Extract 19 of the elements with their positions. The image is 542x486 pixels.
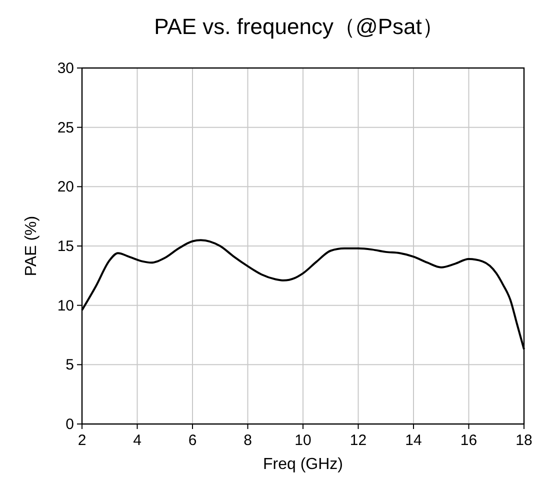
y-tick-label: 10 (57, 297, 74, 314)
x-tick-label: 16 (460, 432, 478, 449)
y-tick-label: 0 (66, 416, 74, 433)
y-tick-label: 15 (57, 238, 74, 255)
x-tick-label: 8 (244, 432, 252, 449)
y-tick-label: 25 (57, 119, 74, 136)
x-axis-title: Freq (GHz) (263, 456, 343, 473)
x-tick-label: 18 (516, 432, 532, 449)
x-tick-label: 12 (350, 432, 367, 449)
chart-title: PAE vs. frequency（@Psat） (154, 14, 444, 39)
y-tick-label: 20 (57, 178, 74, 196)
x-tick-label: 4 (133, 432, 142, 449)
y-tick-label: 5 (66, 356, 74, 374)
x-tick-label: 10 (294, 432, 312, 449)
y-tick-label: 30 (57, 60, 74, 77)
y-axis-title: PAE (%) (23, 216, 40, 276)
x-tick-label: 14 (405, 432, 422, 449)
x-tick-label: 6 (188, 432, 197, 449)
x-tick-label: 2 (78, 432, 86, 449)
